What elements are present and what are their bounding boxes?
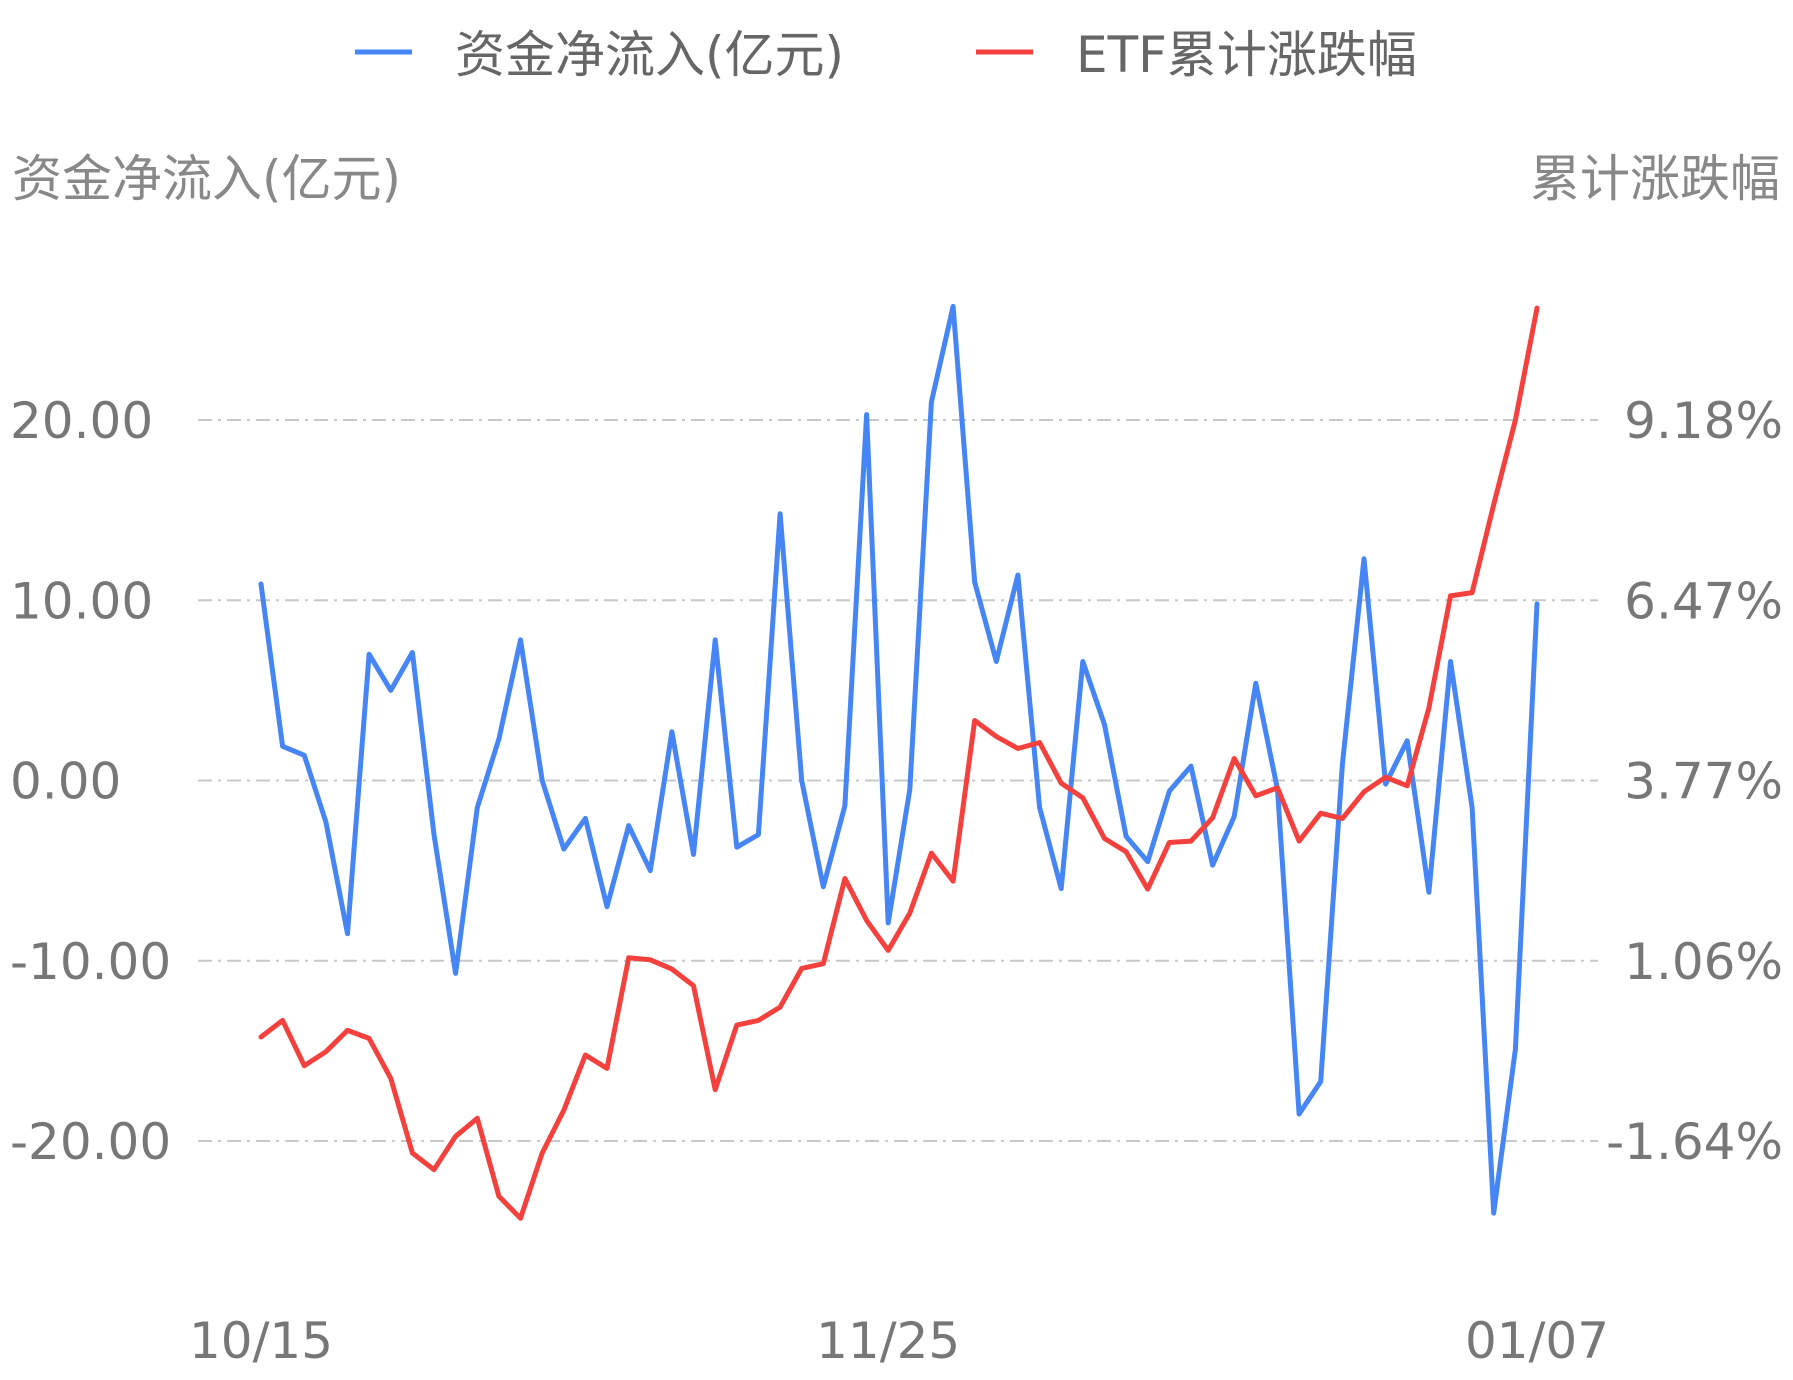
fund-flow-line: [258, 303, 1540, 1216]
left-tick-label: -10.00: [10, 933, 171, 991]
x-tick-label: 11/25: [816, 1312, 960, 1370]
legend: 资金净流入(亿元) ETF累计涨跌幅: [355, 26, 1417, 84]
etf-return-line: [258, 305, 1540, 1221]
left-axis-title: 资金净流入(亿元): [12, 150, 401, 208]
legend-label-fund-flow: 资金净流入(亿元): [455, 26, 844, 84]
legend-label-etf-return: ETF累计涨跌幅: [1076, 26, 1417, 84]
left-tick-label: 10.00: [10, 572, 153, 630]
right-tick-label: 6.47%: [1624, 573, 1783, 631]
x-tick-label: 10/15: [189, 1312, 333, 1370]
right-axis-title: 累计涨跌幅: [1530, 150, 1780, 208]
right-tick-labels: 9.18% 6.47% 3.77% 1.06% -1.64%: [1606, 392, 1783, 1171]
right-tick-label: 3.77%: [1624, 753, 1783, 811]
right-tick-label: -1.64%: [1606, 1113, 1783, 1171]
left-tick-labels: 20.00 10.00 0.00 -10.00 -20.00: [10, 392, 171, 1171]
series-lines: [258, 303, 1540, 1221]
x-tick-labels: 10/15 11/25 01/07: [189, 1312, 1609, 1370]
x-tick-label: 01/07: [1465, 1312, 1609, 1370]
left-tick-label: -20.00: [10, 1113, 171, 1171]
right-tick-label: 1.06%: [1624, 933, 1783, 991]
gridlines: [198, 419, 1598, 1142]
left-tick-label: 0.00: [10, 753, 121, 811]
left-tick-label: 20.00: [10, 392, 153, 450]
right-tick-label: 9.18%: [1624, 392, 1783, 450]
